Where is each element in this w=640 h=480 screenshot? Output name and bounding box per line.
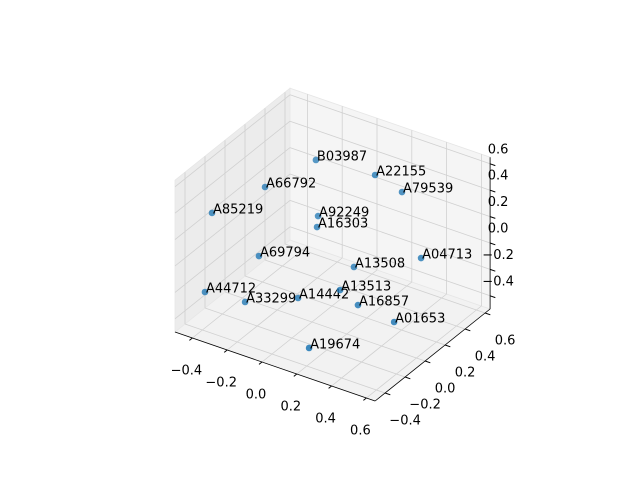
x-axis-line (174, 331, 376, 402)
grid-line (184, 323, 386, 394)
point (312, 156, 320, 164)
point-label: A16303 (318, 217, 368, 232)
tick-mark (489, 163, 496, 167)
z-tick-label: −0.4 (482, 274, 514, 289)
y-tick-label: 0.6 (495, 334, 516, 349)
point-label: A66792 (266, 177, 316, 192)
point (261, 183, 269, 191)
point-label: A19674 (310, 337, 360, 352)
y-tick-label: 0.0 (435, 382, 456, 397)
tick-mark (363, 397, 367, 401)
point (305, 344, 313, 352)
tick-mark (189, 337, 193, 341)
grid-line (224, 291, 426, 362)
point-label: A14442 (299, 288, 349, 303)
tick-mark (328, 385, 332, 389)
x-tick-label: 0.4 (315, 412, 336, 427)
grid-line (261, 269, 378, 363)
x-tick-label: 0.6 (350, 424, 371, 439)
point (336, 286, 344, 294)
z-tick-label: −0.2 (482, 248, 514, 263)
tick-mark (489, 242, 496, 246)
point (390, 318, 398, 326)
tick-mark (404, 376, 411, 380)
grid-line (289, 120, 491, 191)
grid-line (244, 275, 446, 346)
grid-line (174, 120, 291, 214)
point-label: A04713 (422, 248, 472, 263)
x-tick-label: 0.0 (246, 388, 267, 403)
tick-mark (293, 373, 298, 377)
y-tick-label: −0.4 (389, 414, 421, 429)
x-tick-label: −0.2 (205, 376, 237, 391)
grid-line (289, 173, 491, 244)
tick-mark (489, 295, 496, 299)
tick-mark (444, 344, 451, 348)
point (208, 209, 216, 217)
grid-line (174, 94, 291, 188)
grid-line (331, 293, 447, 387)
tick-mark (384, 392, 391, 396)
y-tick-label: −0.2 (409, 398, 441, 413)
point (314, 212, 322, 220)
z-tick-label: 0.2 (488, 195, 509, 210)
grid-line (204, 307, 406, 378)
point-label: A69794 (260, 246, 310, 261)
tick-mark (258, 361, 263, 365)
grid-line (174, 226, 291, 320)
grid-line (296, 281, 413, 375)
point (294, 294, 302, 302)
y-tick-label: 0.2 (455, 366, 476, 381)
z-tick-label: 0.0 (488, 222, 509, 237)
x-tick-label: 0.2 (280, 400, 301, 415)
point-label: A85219 (213, 202, 263, 217)
point-label: A33299 (246, 291, 296, 306)
tick-mark (489, 216, 496, 219)
grid-line (174, 200, 291, 293)
point-label: A16857 (359, 295, 409, 310)
grid-line (289, 147, 491, 217)
point (417, 254, 425, 262)
grid-line (284, 243, 486, 314)
point (354, 301, 362, 309)
point-label: B03987 (317, 149, 367, 164)
point (371, 171, 379, 179)
point-label: A92249 (319, 206, 369, 221)
point-label: A13508 (355, 256, 405, 271)
grid-line (174, 173, 291, 267)
point (398, 188, 406, 196)
z-tick-label: 0.6 (488, 142, 509, 157)
point (255, 252, 263, 260)
grid-line (264, 259, 466, 330)
grid-line (289, 226, 491, 297)
point-label: A44712 (206, 282, 256, 297)
tick-mark (464, 328, 471, 332)
grid-line (289, 94, 491, 165)
point-label: A13513 (341, 280, 391, 295)
x-tick-label: −0.4 (171, 364, 203, 379)
point-label: A01653 (395, 312, 445, 327)
z-tick-label: 0.4 (488, 169, 509, 184)
point (241, 298, 249, 306)
point-label: A79539 (403, 182, 453, 197)
point (313, 223, 321, 231)
grid-line (366, 305, 482, 399)
tick-mark (223, 349, 228, 353)
tick-mark (489, 189, 496, 193)
grid-line (192, 245, 308, 339)
grid-line (289, 200, 491, 270)
grid-line (226, 257, 343, 351)
y-axis-line (374, 308, 491, 402)
tick-mark (424, 360, 431, 364)
tick-mark (484, 312, 491, 316)
grid-line (174, 147, 291, 240)
y-tick-label: 0.4 (475, 350, 496, 365)
point (350, 263, 358, 271)
point-label: A22155 (376, 165, 426, 180)
point (201, 288, 209, 296)
tick-mark (489, 268, 496, 272)
